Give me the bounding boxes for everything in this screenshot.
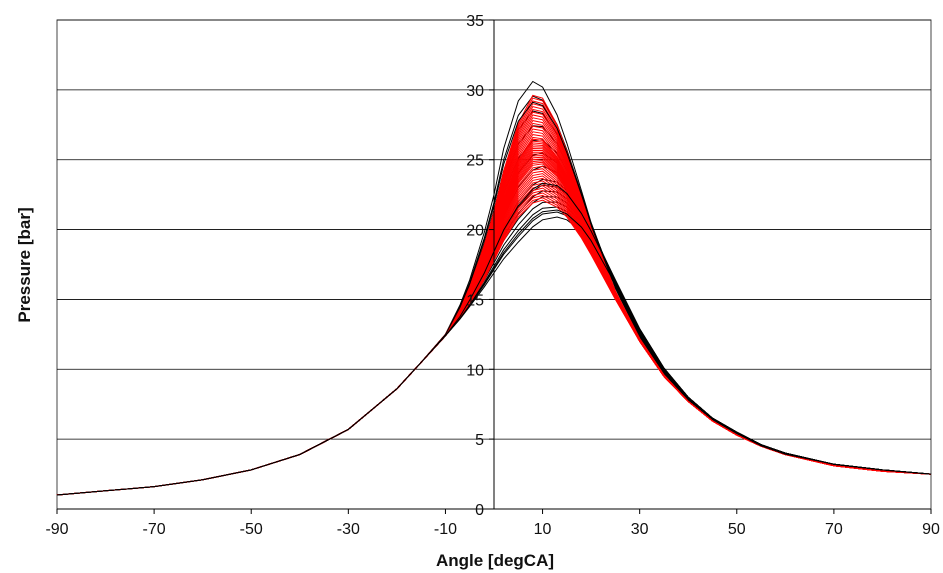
x-tick-label: -10 (434, 521, 457, 538)
y-tick-label: 10 (466, 362, 484, 379)
pressure-curves (56, 80, 932, 496)
y-tick-label: 25 (466, 153, 484, 170)
y-tick-label: 5 (475, 432, 484, 449)
x-tick-label: -70 (143, 521, 166, 538)
x-tick-label: -30 (337, 521, 360, 538)
x-tick-label: 10 (534, 521, 552, 538)
pressure-curve-black (56, 209, 932, 496)
x-tick-label: 90 (922, 521, 940, 538)
x-tick-label: 50 (728, 521, 746, 538)
y-tick-label: 0 (475, 502, 484, 519)
x-tick-label: -50 (240, 521, 263, 538)
x-tick-label: -90 (45, 521, 68, 538)
x-axis-ticks: -90 -70 -50 -30 -10 10 30 50 70 90 (45, 509, 940, 538)
x-axis-title: Angle [degCA] (436, 551, 554, 570)
y-tick-label: 35 (466, 13, 484, 30)
y-tick-label: 20 (466, 223, 484, 240)
y-axis-ticks: 0 5 10 15 20 25 30 35 (466, 13, 494, 519)
x-tick-label: 30 (631, 521, 649, 538)
y-tick-label: 30 (466, 83, 484, 100)
y-axis-title: Pressure [bar] (15, 207, 34, 322)
x-tick-label: 70 (825, 521, 843, 538)
y-tick-label: 15 (466, 292, 484, 309)
